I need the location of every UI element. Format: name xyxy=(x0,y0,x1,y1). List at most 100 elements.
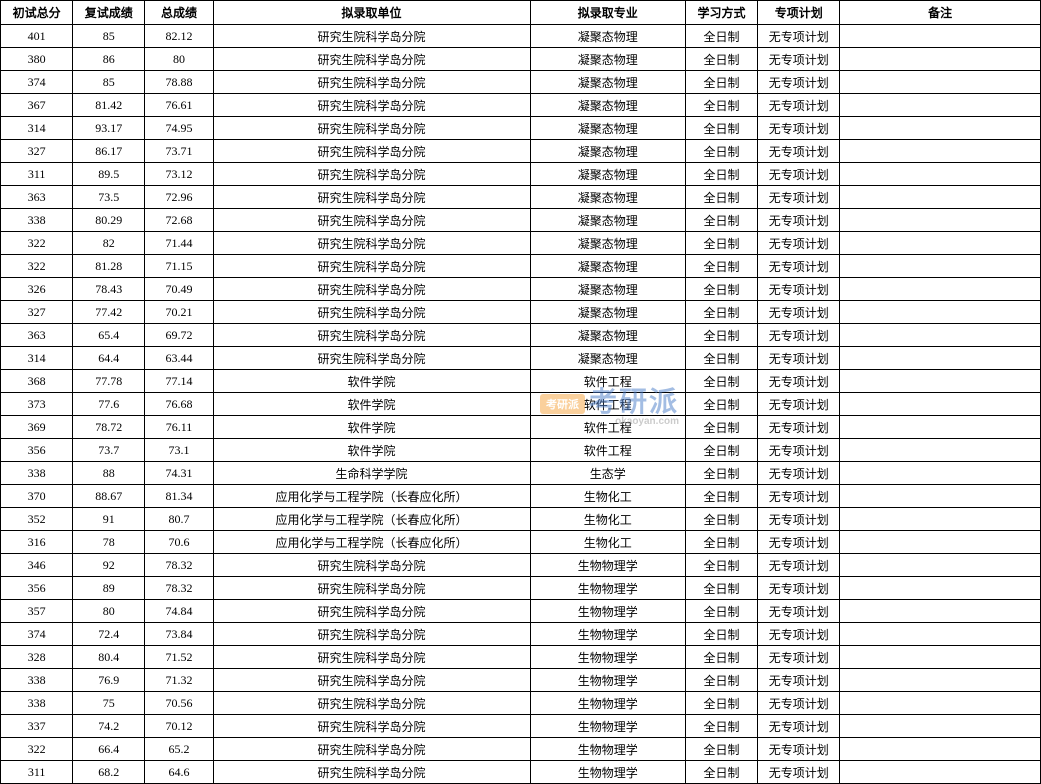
cell-c6: 全日制 xyxy=(685,416,757,439)
cell-c4: 应用化学与工程学院（长春应化所） xyxy=(213,531,530,554)
cell-c2: 81.28 xyxy=(73,255,145,278)
cell-c7: 无专项计划 xyxy=(758,209,840,232)
col-header-c7: 专项计划 xyxy=(758,1,840,25)
cell-c7: 无专项计划 xyxy=(758,255,840,278)
cell-c3: 74.95 xyxy=(145,117,213,140)
cell-c3: 71.15 xyxy=(145,255,213,278)
cell-c4: 研究生院科学岛分院 xyxy=(213,347,530,370)
cell-c1: 363 xyxy=(1,186,73,209)
cell-c1: 338 xyxy=(1,669,73,692)
cell-c8 xyxy=(840,692,1041,715)
cell-c8 xyxy=(840,600,1041,623)
cell-c2: 92 xyxy=(73,554,145,577)
table-row: 37088.6781.34应用化学与工程学院（长春应化所）生物化工全日制无专项计… xyxy=(1,485,1041,508)
cell-c6: 全日制 xyxy=(685,577,757,600)
cell-c5: 生物物理学 xyxy=(530,554,685,577)
cell-c1: 326 xyxy=(1,278,73,301)
cell-c4: 软件学院 xyxy=(213,370,530,393)
cell-c2: 89.5 xyxy=(73,163,145,186)
cell-c6: 全日制 xyxy=(685,692,757,715)
cell-c5: 凝聚态物理 xyxy=(530,209,685,232)
cell-c4: 研究生院科学岛分院 xyxy=(213,600,530,623)
table-row: 31189.573.12研究生院科学岛分院凝聚态物理全日制无专项计划 xyxy=(1,163,1041,186)
cell-c3: 71.32 xyxy=(145,669,213,692)
cell-c1: 338 xyxy=(1,462,73,485)
cell-c3: 76.11 xyxy=(145,416,213,439)
table-row: 3808680研究生院科学岛分院凝聚态物理全日制无专项计划 xyxy=(1,48,1041,71)
table-row: 3387570.56研究生院科学岛分院生物物理学全日制无专项计划 xyxy=(1,692,1041,715)
cell-c3: 70.21 xyxy=(145,301,213,324)
cell-c7: 无专项计划 xyxy=(758,554,840,577)
cell-c6: 全日制 xyxy=(685,646,757,669)
cell-c8 xyxy=(840,738,1041,761)
cell-c6: 全日制 xyxy=(685,48,757,71)
cell-c5: 软件工程 xyxy=(530,393,685,416)
cell-c1: 374 xyxy=(1,623,73,646)
cell-c3: 72.96 xyxy=(145,186,213,209)
cell-c2: 82 xyxy=(73,232,145,255)
cell-c1: 401 xyxy=(1,25,73,48)
cell-c3: 80 xyxy=(145,48,213,71)
cell-c7: 无专项计划 xyxy=(758,94,840,117)
cell-c3: 73.84 xyxy=(145,623,213,646)
cell-c5: 生物物理学 xyxy=(530,577,685,600)
cell-c8 xyxy=(840,301,1041,324)
cell-c2: 77.6 xyxy=(73,393,145,416)
cell-c5: 凝聚态物理 xyxy=(530,71,685,94)
header-row: 初试总分复试成绩总成绩拟录取单位拟录取专业学习方式专项计划备注 xyxy=(1,1,1041,25)
cell-c4: 研究生院科学岛分院 xyxy=(213,646,530,669)
cell-c1: 314 xyxy=(1,347,73,370)
cell-c8 xyxy=(840,186,1041,209)
table-row: 31493.1774.95研究生院科学岛分院凝聚态物理全日制无专项计划 xyxy=(1,117,1041,140)
cell-c1: 311 xyxy=(1,163,73,186)
table-row: 3469278.32研究生院科学岛分院生物物理学全日制无专项计划 xyxy=(1,554,1041,577)
cell-c4: 软件学院 xyxy=(213,416,530,439)
table-row: 37377.676.68软件学院软件工程全日制无专项计划 xyxy=(1,393,1041,416)
cell-c1: 356 xyxy=(1,577,73,600)
cell-c8 xyxy=(840,531,1041,554)
cell-c4: 软件学院 xyxy=(213,439,530,462)
cell-c5: 生物物理学 xyxy=(530,715,685,738)
table-row: 32678.4370.49研究生院科学岛分院凝聚态物理全日制无专项计划 xyxy=(1,278,1041,301)
cell-c3: 70.6 xyxy=(145,531,213,554)
cell-c8 xyxy=(840,416,1041,439)
cell-c7: 无专项计划 xyxy=(758,232,840,255)
cell-c4: 研究生院科学岛分院 xyxy=(213,623,530,646)
cell-c5: 凝聚态物理 xyxy=(530,255,685,278)
cell-c4: 研究生院科学岛分院 xyxy=(213,255,530,278)
cell-c7: 无专项计划 xyxy=(758,623,840,646)
cell-c5: 凝聚态物理 xyxy=(530,48,685,71)
admission-table: 初试总分复试成绩总成绩拟录取单位拟录取专业学习方式专项计划备注 4018582.… xyxy=(0,0,1041,784)
table-row: 32880.471.52研究生院科学岛分院生物物理学全日制无专项计划 xyxy=(1,646,1041,669)
cell-c3: 71.44 xyxy=(145,232,213,255)
cell-c2: 66.4 xyxy=(73,738,145,761)
cell-c1: 314 xyxy=(1,117,73,140)
col-header-c3: 总成绩 xyxy=(145,1,213,25)
cell-c7: 无专项计划 xyxy=(758,370,840,393)
cell-c6: 全日制 xyxy=(685,485,757,508)
cell-c5: 生物物理学 xyxy=(530,761,685,784)
cell-c7: 无专项计划 xyxy=(758,301,840,324)
cell-c5: 生物物理学 xyxy=(530,623,685,646)
cell-c8 xyxy=(840,393,1041,416)
cell-c2: 75 xyxy=(73,692,145,715)
table-container: 初试总分复试成绩总成绩拟录取单位拟录取专业学习方式专项计划备注 4018582.… xyxy=(0,0,1041,784)
cell-c3: 82.12 xyxy=(145,25,213,48)
cell-c2: 73.5 xyxy=(73,186,145,209)
cell-c2: 86 xyxy=(73,48,145,71)
cell-c5: 凝聚态物理 xyxy=(530,278,685,301)
cell-c7: 无专项计划 xyxy=(758,163,840,186)
table-row: 36373.572.96研究生院科学岛分院凝聚态物理全日制无专项计划 xyxy=(1,186,1041,209)
cell-c1: 338 xyxy=(1,692,73,715)
cell-c6: 全日制 xyxy=(685,140,757,163)
cell-c5: 生物化工 xyxy=(530,508,685,531)
cell-c8 xyxy=(840,761,1041,784)
table-row: 36978.7276.11软件学院软件工程全日制无专项计划 xyxy=(1,416,1041,439)
cell-c6: 全日制 xyxy=(685,715,757,738)
cell-c6: 全日制 xyxy=(685,439,757,462)
cell-c5: 凝聚态物理 xyxy=(530,324,685,347)
cell-c8 xyxy=(840,485,1041,508)
cell-c1: 357 xyxy=(1,600,73,623)
table-row: 32266.465.2研究生院科学岛分院生物物理学全日制无专项计划 xyxy=(1,738,1041,761)
cell-c5: 软件工程 xyxy=(530,416,685,439)
